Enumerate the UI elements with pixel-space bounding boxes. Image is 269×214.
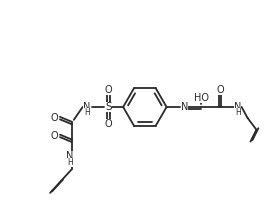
Text: O: O (216, 85, 224, 95)
Text: S: S (105, 102, 112, 112)
Text: N: N (234, 102, 241, 112)
Text: HO: HO (194, 93, 209, 103)
Text: O: O (50, 131, 58, 141)
Text: N: N (83, 102, 90, 112)
Text: O: O (105, 85, 112, 95)
Text: N: N (66, 151, 73, 161)
Text: N: N (181, 102, 188, 112)
Text: O: O (50, 113, 58, 123)
Text: O: O (105, 119, 112, 129)
Text: H: H (235, 108, 240, 117)
Text: H: H (67, 158, 73, 167)
Text: H: H (84, 108, 90, 117)
